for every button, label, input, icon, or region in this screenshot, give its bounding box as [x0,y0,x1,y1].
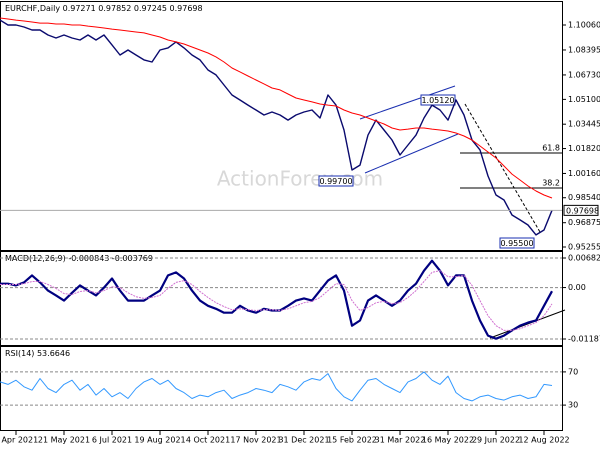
series-line [0,270,553,331]
y-tick-label: 0.006823 [568,254,600,263]
y-tick-label: 1.05100 [568,95,600,104]
x-tick-label: 31 Dec 2021 [278,436,329,445]
y-tick-label: 0.98540 [568,193,600,202]
x-tick-label: 21 May 2021 [38,436,90,445]
macd-trendline [489,309,566,339]
x-tick-label: 17 Nov 2021 [230,436,281,445]
x-tick-label: 15 Feb 2022 [327,436,377,445]
fib-label: 61.8 [542,144,560,153]
y-tick-label: 0.00 [568,283,586,292]
y-tick-label: 1.00160 [568,169,600,178]
annotation-box [318,175,354,187]
y-tick-label: 1.08395 [568,45,600,54]
y-tick-label: 1.06730 [568,70,600,79]
y-tick-label: 1.01820 [568,144,600,153]
price-header: EURCHF,Daily 0.97271 0.97852 0.97245 0.9… [5,4,203,13]
series-line [0,19,553,236]
annotation: 0.95500 [500,239,533,248]
y-tick-label: 1.03445 [568,120,600,129]
y-tick-label: 0.95255 [568,243,600,252]
x-tick-label: 6 Jul 2021 [92,436,132,445]
last-price-label: 0.97698 [566,206,599,215]
channel-line [364,133,459,174]
annotation-box [420,94,456,106]
x-tick-label: 16 May 2022 [422,436,474,445]
price-panel [0,1,563,251]
x-tick-label: 29 Jun 2022 [472,436,520,445]
x-tick-label: 12 Aug 2022 [518,436,569,445]
annotation: 1.05120 [421,96,454,105]
watermark: ActionForex.com [217,167,383,191]
y-tick-label: -0.011874 [568,334,600,343]
rsi-panel [0,346,563,431]
macd-panel [0,251,563,346]
y-tick-label: 0.96875 [568,218,600,227]
x-tick-label: 19 Aug 2021 [134,436,185,445]
annotation: 0.99700 [319,177,352,186]
channel-line [359,85,456,120]
rsi-header: RSI(14) 53.6646 [5,349,70,358]
x-tick-label: 31 Mar 2022 [375,436,426,445]
x-tick-label: 7 Apr 2021 [0,436,38,445]
annotation-box [499,237,535,249]
series-line [0,371,553,402]
fib-label: 38.2 [542,179,560,188]
y-tick-label: 70 [568,367,578,376]
series-line [0,17,553,199]
last-price-box [563,204,599,216]
y-tick-label: 30 [568,401,578,410]
y-tick-label: 1.10060 [568,21,600,30]
x-tick-label: 4 Oct 2021 [186,436,230,445]
